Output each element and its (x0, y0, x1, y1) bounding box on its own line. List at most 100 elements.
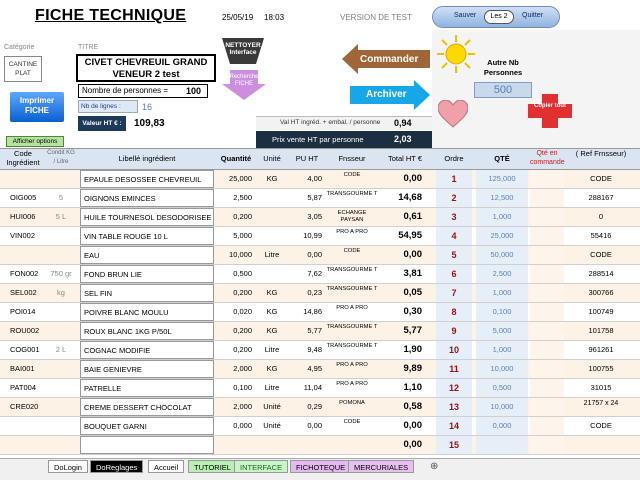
cell-ref: CODE (590, 174, 612, 183)
archiver-arrow-icon[interactable] (350, 80, 430, 110)
tab-accueil[interactable]: Accueil (148, 460, 185, 473)
recherche-arrow-icon[interactable] (222, 70, 266, 100)
cell-qte[interactable]: 0,500 (233, 269, 252, 278)
add-sheet-icon[interactable]: ⊕ (430, 461, 439, 472)
cell-cond: 2 L (55, 345, 67, 354)
cell-ordre: 5 (436, 246, 472, 264)
cell-cmd[interactable] (530, 170, 564, 188)
cell-ordre: 4 (436, 227, 472, 245)
cell-cmd[interactable] (530, 436, 564, 454)
cell-code (2, 246, 44, 264)
cell-cmd[interactable] (530, 227, 564, 245)
cell-pu: 7,62 (307, 269, 322, 278)
cell-lib[interactable]: ROUX BLANC 1KG P/50L (80, 322, 214, 340)
cell-qte[interactable]: 5,000 (233, 231, 252, 240)
categorie-field[interactable]: CANTINE PLAT (4, 56, 42, 82)
nettoyer-icon[interactable] (222, 38, 264, 64)
cell-cmd[interactable] (530, 189, 564, 207)
cell-cmd[interactable] (530, 379, 564, 397)
cell-lib[interactable]: EAU (80, 246, 214, 264)
cell-four: POMONA (339, 400, 365, 406)
prix-vente-value: 2,03 (394, 134, 412, 144)
cell-qte[interactable] (218, 436, 254, 454)
cell-qte[interactable]: 0,020 (233, 307, 252, 316)
page-title: FICHE TECHNIQUE (35, 7, 187, 24)
cell-ref (566, 436, 636, 454)
cell-cmd[interactable] (530, 322, 564, 340)
tab-interface[interactable]: INTERFACE (234, 460, 289, 473)
cell-cmd[interactable] (530, 303, 564, 321)
table-row: OIG005 5 OIGNONS EMINCES 2,500 5,87 TRANSGOUR… (0, 189, 640, 208)
nettoyer-button[interactable]: NETTOYER Interface (225, 42, 261, 56)
cell-ordre: 15 (436, 436, 472, 454)
copier-button[interactable]: Copier tout (534, 103, 566, 109)
tab-tutoriel[interactable]: TUTORIEL (188, 460, 237, 473)
cell-lib[interactable]: CREME DESSERT CHOCOLAT (80, 398, 214, 416)
cell-lib[interactable]: FOND BRUN LIE (80, 265, 214, 283)
sauver-button[interactable]: Sauver (454, 12, 477, 19)
cell-qte[interactable]: 0,200 (233, 288, 252, 297)
cell-cmd[interactable] (530, 417, 564, 435)
cell-qte[interactable]: 2,500 (233, 193, 252, 202)
cell-lib[interactable]: COGNAC MODIFIE (80, 341, 214, 359)
tab-dologin[interactable]: DoLogin (48, 460, 88, 473)
cell-qte[interactable]: 0,200 (233, 345, 252, 354)
cell-cmd[interactable] (530, 208, 564, 226)
recherche-button[interactable]: Recherche FICHE (229, 74, 259, 87)
les2-button[interactable]: Les 2 (484, 10, 514, 24)
cell-lib[interactable]: PATRELLE (80, 379, 214, 397)
cell-cmd[interactable] (530, 360, 564, 378)
cell-lib[interactable]: BAIE GENIEVRE (80, 360, 214, 378)
cell-qte[interactable]: 2,000 (233, 402, 252, 411)
cell-lib[interactable]: EPAULE DESOSSEE CHEVREUIL (80, 170, 214, 188)
tab-fichoteque[interactable]: FICHOTEQUE (290, 460, 352, 473)
cell-qte[interactable]: 0,100 (233, 383, 252, 392)
nb-personnes-field[interactable]: Nombre de personnes = 100 (78, 84, 208, 98)
cell-lib[interactable] (80, 436, 214, 454)
commander-button[interactable]: Commander (360, 54, 419, 65)
cell-total: 3,81 (403, 268, 423, 279)
cell-total: 0,58 (403, 401, 423, 412)
cell-code: BAI001 (10, 364, 35, 373)
imprimer-button[interactable]: Imprimer FICHE (10, 92, 64, 122)
cell-cmd[interactable] (530, 246, 564, 264)
cell-pu: 4,00 (307, 174, 322, 183)
afficher-options-button[interactable]: Afficher options (6, 136, 64, 147)
cell-total: 0,00 (403, 173, 423, 184)
cell-cmd[interactable] (530, 265, 564, 283)
row-divider (0, 454, 640, 455)
copier-plus-icon[interactable] (528, 94, 572, 128)
cell-lib[interactable]: POIVRE BLANC MOULU (80, 303, 214, 321)
cell-qte[interactable]: 10,000 (229, 250, 252, 259)
heart-icon[interactable] (438, 100, 468, 128)
cell-qte[interactable]: 0,200 (233, 212, 252, 221)
quitter-button[interactable]: Quitter (522, 12, 544, 19)
autre-nb-field[interactable]: 500 (474, 82, 532, 98)
cell-lib[interactable]: HUILE TOURNESOL DESODORISEE (80, 208, 214, 226)
cell-qte[interactable]: 2,000 (233, 364, 252, 373)
cell-lib[interactable]: OIGNONS EMINCES (80, 189, 214, 207)
col-quantite: Quantité (220, 154, 252, 163)
cell-qte[interactable]: 25,000 (229, 174, 252, 183)
tab-doreglages[interactable]: DoReglages (90, 460, 144, 473)
cell-cmd[interactable] (530, 398, 564, 416)
cell-cmd[interactable] (530, 284, 564, 302)
cell-lib[interactable]: BOUQUET GARNI (80, 417, 214, 435)
commander-arrow-icon[interactable] (342, 44, 430, 74)
cell-qte[interactable]: 0,000 (233, 421, 252, 430)
cell-ref: 100755 (588, 364, 614, 373)
titre-field[interactable]: CIVET CHEVREUIL GRAND VENEUR 2 test (76, 54, 216, 82)
cell-lib[interactable]: SEL FIN (80, 284, 214, 302)
cell-total: 0,30 (403, 306, 423, 317)
cell-cond (46, 398, 76, 416)
cell-ref: 0 (598, 212, 604, 221)
cell-qte[interactable]: 0,200 (233, 326, 252, 335)
row-divider (0, 226, 640, 227)
archiver-button[interactable]: Archiver (366, 89, 407, 100)
cell-lib[interactable]: VIN TABLE ROUGE 10 L (80, 227, 214, 245)
cell-cmd[interactable] (530, 341, 564, 359)
col-total: Total HT € (387, 154, 423, 163)
tab-mercuriales[interactable]: MERCURIALES (348, 460, 415, 473)
cell-unit: KG (266, 288, 278, 297)
sun-icon[interactable] (436, 34, 476, 74)
